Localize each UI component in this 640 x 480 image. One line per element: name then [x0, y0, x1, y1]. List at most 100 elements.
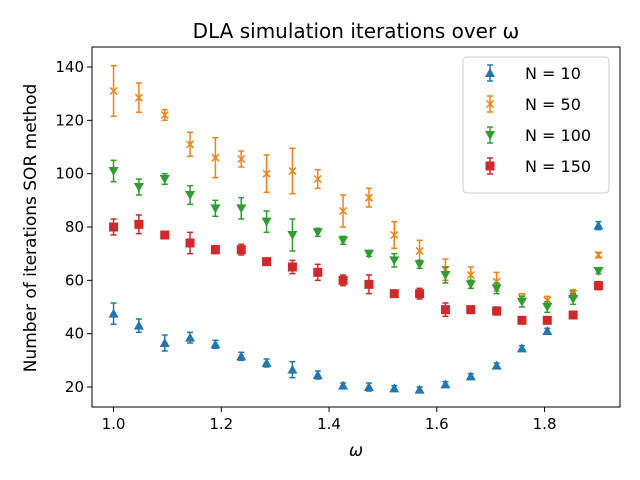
data-point: [415, 289, 425, 299]
legend-marker: [485, 161, 495, 171]
data-point: [160, 110, 169, 120]
legend-marker-stroke: [485, 99, 495, 109]
data-point-stroke: [186, 140, 195, 149]
data-point: [543, 296, 552, 305]
data-point: [185, 191, 196, 200]
legend-label: N = 100: [525, 126, 591, 145]
data-point: [159, 338, 170, 347]
legend-marker: [485, 68, 495, 77]
data-point: [516, 297, 527, 307]
data-point-stroke: [390, 230, 399, 240]
data-point: [363, 382, 374, 391]
legend-marker: [485, 99, 495, 109]
x-tick-label: 1.0: [102, 415, 126, 433]
data-point: [414, 384, 425, 394]
x-tick-label: 1.6: [425, 415, 449, 433]
data-point: [210, 204, 221, 214]
data-point: [414, 260, 425, 270]
data-point-stroke: [262, 169, 271, 178]
data-point: [594, 250, 603, 260]
data-point: [287, 262, 297, 272]
data-point: [466, 270, 475, 280]
data-point: [159, 175, 170, 184]
legend-marker: [485, 131, 495, 140]
y-tick-label: 120: [55, 111, 84, 129]
data-point-stroke: [313, 174, 322, 184]
series-group: [108, 220, 604, 394]
data-point: [568, 295, 579, 304]
plot-frame: [91, 46, 621, 408]
data-point-stroke: [288, 166, 297, 176]
x-axis-ticks: 1.0 1.2 1.4 1.6 1.8: [102, 407, 557, 433]
data-point: [593, 281, 603, 291]
data-point: [287, 231, 298, 240]
data-point: [261, 358, 272, 367]
data-point: [492, 277, 501, 286]
data-point: [440, 305, 450, 315]
data-point: [364, 279, 374, 289]
data-point: [492, 306, 502, 316]
data-point: [313, 267, 323, 277]
data-point: [389, 256, 400, 266]
data-point: [389, 383, 400, 393]
chart-title: DLA simulation iterations over ω: [193, 19, 520, 43]
data-point: [160, 230, 170, 240]
data-point: [133, 320, 144, 330]
data-point: [236, 351, 247, 361]
legend-label: N = 50: [525, 95, 581, 114]
data-point: [568, 310, 578, 320]
data-point: [236, 245, 246, 255]
data-point: [338, 236, 349, 246]
data-point-stroke: [339, 206, 348, 216]
data-point-stroke: [466, 270, 475, 280]
data-point: [109, 86, 118, 96]
data-point: [516, 343, 527, 353]
data-point: [389, 289, 399, 299]
data-point-stroke: [364, 193, 373, 202]
y-tick-label: 40: [65, 325, 84, 343]
data-point: [287, 364, 298, 374]
y-tick-label: 80: [65, 218, 84, 236]
legend-label: N = 150: [525, 157, 591, 176]
y-tick-label: 140: [55, 58, 84, 76]
x-tick-label: 1.8: [533, 415, 557, 433]
data-point: [210, 339, 221, 349]
data-point: [440, 379, 451, 389]
y-axis-ticks: 20 40 60 80 100 120 140: [55, 58, 92, 396]
data-point: [312, 370, 323, 379]
data-point: [262, 257, 272, 267]
data-point: [542, 326, 553, 335]
data-point: [364, 193, 373, 202]
data-point: [185, 238, 195, 248]
plot-series: [108, 64, 604, 394]
data-point: [262, 169, 271, 178]
data-point-stroke: [160, 110, 169, 120]
y-tick-label: 100: [55, 165, 84, 183]
data-point: [415, 246, 424, 256]
data-point-stroke: [594, 250, 603, 260]
data-point: [134, 219, 144, 229]
data-point: [465, 280, 476, 290]
data-point-stroke: [237, 154, 246, 164]
data-point: [210, 245, 220, 255]
data-point-stroke: [211, 153, 220, 162]
data-point: [363, 249, 374, 259]
y-tick-label: 60: [65, 271, 84, 289]
data-point: [466, 305, 476, 315]
data-point: [108, 308, 119, 318]
data-point-stroke: [415, 246, 424, 256]
data-point: [109, 222, 119, 232]
data-point: [185, 332, 196, 342]
data-point: [338, 380, 349, 390]
data-point-stroke: [109, 86, 118, 96]
data-point: [440, 271, 451, 280]
data-point: [312, 228, 323, 238]
data-point: [593, 267, 604, 276]
legend: N = 10 N = 50 N = 100 N = 150: [462, 56, 610, 194]
data-point: [313, 174, 322, 184]
x-tick-label: 1.4: [317, 415, 341, 433]
y-axis-label: Number of iterations SOR method: [21, 84, 41, 373]
x-tick-label: 1.2: [209, 415, 233, 433]
x-axis-label: ω: [349, 441, 363, 461]
